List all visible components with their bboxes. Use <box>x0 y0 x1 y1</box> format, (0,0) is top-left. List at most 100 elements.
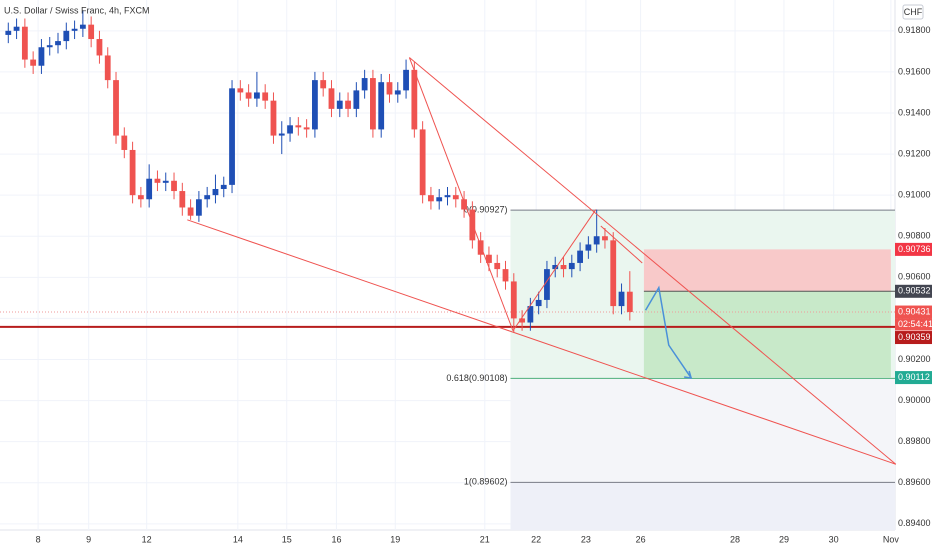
candle-body <box>63 30 70 42</box>
fib-zone <box>510 378 895 483</box>
candle-body <box>386 82 393 95</box>
y-tick-label: 0.90600 <box>898 272 931 282</box>
y-tick-label: 0.90800 <box>898 231 931 241</box>
y-tick-label: 0.90200 <box>898 354 931 364</box>
target-tag-bg <box>895 371 932 385</box>
candle-body <box>21 26 28 60</box>
x-tick-label: 16 <box>331 534 341 544</box>
candle-body <box>162 180 169 183</box>
y-tick-label: 0.89800 <box>898 436 931 446</box>
fib-label: 1(0.89602) <box>464 477 508 487</box>
x-tick-label: 15 <box>282 534 292 544</box>
candle-body <box>428 195 434 202</box>
trendline <box>187 219 896 465</box>
candle-body <box>303 127 310 130</box>
candle-body <box>328 88 335 109</box>
candle-body <box>171 180 177 192</box>
candle-body <box>262 92 269 101</box>
candle-body <box>378 82 385 130</box>
y-tick-label: 0.91800 <box>898 25 931 35</box>
candle-body <box>527 306 534 323</box>
candle-body <box>535 299 542 307</box>
candle-body <box>312 80 318 130</box>
candle-body <box>220 184 227 189</box>
x-tick-label: 14 <box>233 534 243 544</box>
candle-body <box>13 26 20 31</box>
candle-body <box>461 199 467 210</box>
candle-body <box>618 291 625 307</box>
y-tick-label: 0.91600 <box>898 66 931 76</box>
candle-body <box>593 236 600 245</box>
candle-body <box>353 90 360 109</box>
candle-body <box>146 178 153 200</box>
y-tick-label: 0.90000 <box>898 395 931 405</box>
candle-body <box>195 199 202 216</box>
x-tick-label: 30 <box>829 534 839 544</box>
trendline <box>408 57 514 331</box>
candle-body <box>519 318 525 323</box>
candle-body <box>5 30 12 35</box>
candle-body <box>129 149 136 196</box>
candle-body <box>79 24 86 29</box>
currency-box[interactable] <box>902 4 924 20</box>
candle-body <box>444 195 451 198</box>
x-tick-label: 28 <box>730 534 740 544</box>
candle-body <box>121 135 128 150</box>
candle-body <box>46 45 53 48</box>
candle-body <box>212 188 219 196</box>
candle-body <box>96 39 103 56</box>
chart-title: U.S. Dollar / Swiss Franc, 4h, FXCM <box>4 5 150 15</box>
candle-body <box>320 80 327 89</box>
candle-body <box>278 133 285 136</box>
candle-body <box>560 265 567 270</box>
price-tag: 0.90431 <box>898 306 931 316</box>
candle-body <box>55 41 61 46</box>
candle-body <box>245 92 252 99</box>
candle-body <box>419 129 426 196</box>
x-tick-label: 9 <box>86 534 91 544</box>
price-tag-bg <box>895 305 932 319</box>
candle-body <box>88 24 95 40</box>
target-tag: 0.90112 <box>898 372 930 382</box>
y-tick-label: 0.89600 <box>898 477 931 487</box>
fib-label: 0(0.90927) <box>464 205 508 215</box>
x-tick-label: 8 <box>36 534 41 544</box>
candle-body <box>187 207 194 216</box>
candle-body <box>602 236 608 241</box>
candle-body <box>502 269 509 282</box>
candle-body <box>154 178 161 183</box>
stop-tag: 0.90736 <box>898 244 931 254</box>
candle-body <box>336 100 343 109</box>
projection-arrow <box>644 285 692 379</box>
y-tick-label: 0.89400 <box>898 518 931 528</box>
candle-body <box>295 125 302 128</box>
x-tick-label: 22 <box>531 534 541 544</box>
candle-body <box>544 269 550 300</box>
x-tick-label: 12 <box>142 534 152 544</box>
currency: CHF <box>904 7 923 17</box>
countdown: 02:54:41 <box>898 319 932 329</box>
candle-body <box>510 281 517 319</box>
x-tick-label: 19 <box>390 534 400 544</box>
candle-body <box>436 197 443 202</box>
candle-body <box>30 59 37 66</box>
trendline <box>512 209 597 332</box>
candle-body <box>71 28 78 31</box>
trendline <box>409 57 897 465</box>
level-tag-bg <box>895 331 932 345</box>
stop-zone <box>643 249 891 292</box>
arrow-head <box>684 370 693 379</box>
fib-zone <box>510 482 895 530</box>
x-tick-label: 21 <box>480 534 490 544</box>
candle-body <box>486 254 492 263</box>
candle-body <box>361 78 368 91</box>
fib-label: 0.618(0.90108) <box>446 373 507 383</box>
candle-body <box>394 90 401 95</box>
level-tag: 0.90359 <box>898 332 931 342</box>
trendline <box>600 225 643 264</box>
candle-body <box>38 47 45 66</box>
x-tick-label: Nov <box>883 534 900 544</box>
candle-body <box>204 195 211 200</box>
candle-body <box>229 88 235 185</box>
target-zone <box>643 291 891 378</box>
